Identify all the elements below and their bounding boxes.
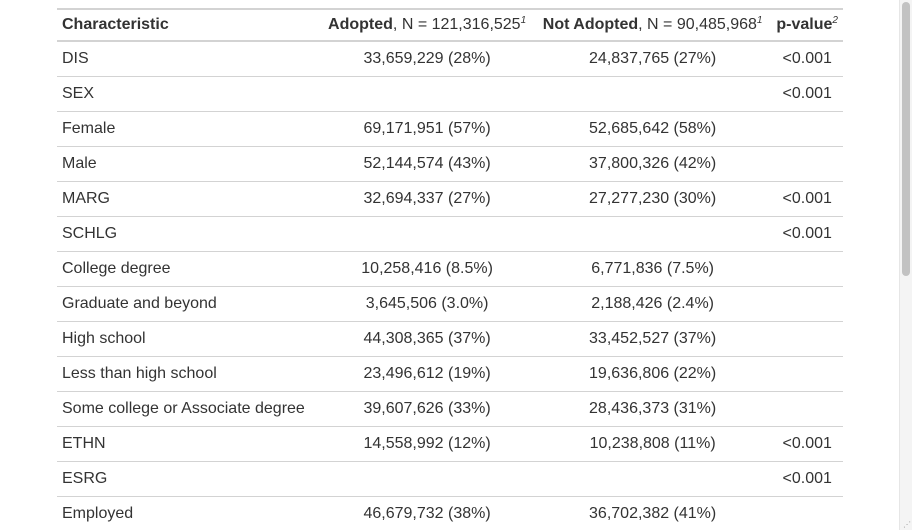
row-pvalue	[771, 496, 843, 530]
row-adopted-value: 10,258,416 (8.5%)	[320, 251, 534, 287]
row-characteristic: Female	[57, 111, 321, 147]
row-not-adopted-value: 28,436,373 (31%)	[533, 391, 772, 427]
row-adopted-value	[320, 216, 534, 252]
row-adopted-value: 46,679,732 (38%)	[320, 496, 534, 530]
table-row: Female 69,171,951 (57%) 52,685,642 (58%)	[57, 111, 843, 147]
row-pvalue	[771, 356, 843, 392]
resize-grip-icon[interactable]: ⋰	[903, 520, 911, 529]
table-row: Graduate and beyond 3,645,506 (3.0%) 2,188…	[57, 286, 843, 322]
row-not-adopted-value	[533, 216, 772, 252]
row-pvalue	[771, 286, 843, 322]
summary-table: Characteristic Adopted, N = 121,316,5251…	[57, 8, 843, 530]
row-pvalue: <0.001	[771, 181, 843, 217]
row-adopted-value: 32,694,337 (27%)	[320, 181, 534, 217]
row-pvalue: <0.001	[771, 76, 843, 112]
row-characteristic: ETHN	[57, 426, 321, 462]
header-characteristic-label: Characteristic	[62, 16, 169, 33]
header-not-adopted-footnote: 1	[756, 15, 763, 26]
row-pvalue: <0.001	[771, 41, 843, 77]
table-row: Employed 46,679,732 (38%) 36,702,382 (41%)	[57, 496, 843, 530]
scrollbar-thumb[interactable]	[902, 2, 910, 276]
row-characteristic: SCHLG	[57, 216, 321, 252]
row-pvalue	[771, 391, 843, 427]
row-characteristic: ESRG	[57, 461, 321, 497]
header-pvalue-footnote: 2	[832, 15, 838, 26]
row-adopted-value: 44,308,365 (37%)	[320, 321, 534, 357]
row-characteristic: SEX	[57, 76, 321, 112]
table-row: ESRG <0.001	[57, 461, 843, 497]
row-characteristic: Less than high school	[57, 356, 321, 392]
table-row: College degree 10,258,416 (8.5%) 6,771,836…	[57, 251, 843, 287]
header-adopted-n: , N = 121,316,525	[392, 16, 521, 33]
table-header: Characteristic Adopted, N = 121,316,5251…	[57, 9, 843, 41]
row-pvalue	[771, 111, 843, 147]
row-pvalue	[771, 251, 843, 287]
table-row: MARG 32,694,337 (27%) 27,277,230 (30%) <0.0…	[57, 181, 843, 217]
header-not-adopted-label: Not Adopted	[542, 16, 639, 33]
row-adopted-value	[320, 76, 534, 112]
row-not-adopted-value: 27,277,230 (30%)	[533, 181, 772, 217]
table-body: DIS 33,659,229 (28%) 24,837,765 (27%) <0.00…	[57, 41, 843, 530]
row-adopted-value: 69,171,951 (57%)	[320, 111, 534, 147]
row-not-adopted-value: 37,800,326 (42%)	[533, 146, 772, 182]
row-characteristic: Male	[57, 146, 321, 182]
row-pvalue: <0.001	[771, 461, 843, 497]
row-not-adopted-value: 24,837,765 (27%)	[533, 41, 772, 77]
table-row: ETHN 14,558,992 (12%) 10,238,808 (11%) <0.0…	[57, 426, 843, 462]
header-not-adopted: Not Adopted, N = 90,485,9681	[534, 9, 772, 41]
table-row: Some college or Associate degree 39,607,6…	[57, 391, 843, 427]
row-characteristic: Some college or Associate degree	[57, 391, 321, 427]
row-adopted-value: 3,645,506 (3.0%)	[320, 286, 534, 322]
row-not-adopted-value	[533, 461, 772, 497]
row-not-adopted-value	[533, 76, 772, 112]
header-row: Characteristic Adopted, N = 121,316,5251…	[57, 9, 843, 41]
row-adopted-value: 39,607,626 (33%)	[320, 391, 534, 427]
row-characteristic: College degree	[57, 251, 321, 287]
header-adopted: Adopted, N = 121,316,5251	[320, 9, 534, 41]
table-row: SCHLG <0.001	[57, 216, 843, 252]
row-not-adopted-value: 6,771,836 (7.5%)	[533, 251, 772, 287]
header-pvalue-label: p-value	[776, 16, 833, 33]
row-characteristic: DIS	[57, 41, 321, 77]
table-row: High school 44,308,365 (37%) 33,452,527 (3…	[57, 321, 843, 357]
table-row: DIS 33,659,229 (28%) 24,837,765 (27%) <0.00…	[57, 41, 843, 77]
header-adopted-footnote: 1	[520, 15, 527, 26]
row-not-adopted-value: 10,238,808 (11%)	[533, 426, 772, 462]
table-row: Less than high school 23,496,612 (19%) 19,…	[57, 356, 843, 392]
row-not-adopted-value: 36,702,382 (41%)	[533, 496, 772, 530]
header-adopted-label: Adopted	[328, 16, 393, 33]
row-characteristic: Graduate and beyond	[57, 286, 321, 322]
vertical-scrollbar[interactable]: ⋰	[899, 0, 912, 530]
row-not-adopted-value: 2,188,426 (2.4%)	[533, 286, 772, 322]
row-not-adopted-value: 19,636,806 (22%)	[533, 356, 772, 392]
row-adopted-value	[320, 461, 534, 497]
row-pvalue	[771, 146, 843, 182]
table-row: SEX <0.001	[57, 76, 843, 112]
row-adopted-value: 52,144,574 (43%)	[320, 146, 534, 182]
row-pvalue: <0.001	[771, 216, 843, 252]
row-adopted-value: 14,558,992 (12%)	[320, 426, 534, 462]
header-characteristic: Characteristic	[57, 9, 320, 41]
row-adopted-value: 23,496,612 (19%)	[320, 356, 534, 392]
row-pvalue: <0.001	[771, 426, 843, 462]
row-not-adopted-value: 33,452,527 (37%)	[533, 321, 772, 357]
header-not-adopted-n: , N = 90,485,968	[638, 16, 757, 33]
table-row: Male 52,144,574 (43%) 37,800,326 (42%)	[57, 146, 843, 182]
row-characteristic: High school	[57, 321, 321, 357]
row-characteristic: Employed	[57, 496, 321, 530]
row-not-adopted-value: 52,685,642 (58%)	[533, 111, 772, 147]
row-characteristic: MARG	[57, 181, 321, 217]
row-adopted-value: 33,659,229 (28%)	[320, 41, 534, 77]
row-pvalue	[771, 321, 843, 357]
header-pvalue: p-value2	[771, 9, 843, 41]
